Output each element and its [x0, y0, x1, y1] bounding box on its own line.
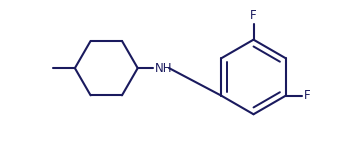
Text: F: F [250, 9, 257, 22]
Text: NH: NH [155, 62, 173, 75]
Text: F: F [303, 89, 310, 102]
